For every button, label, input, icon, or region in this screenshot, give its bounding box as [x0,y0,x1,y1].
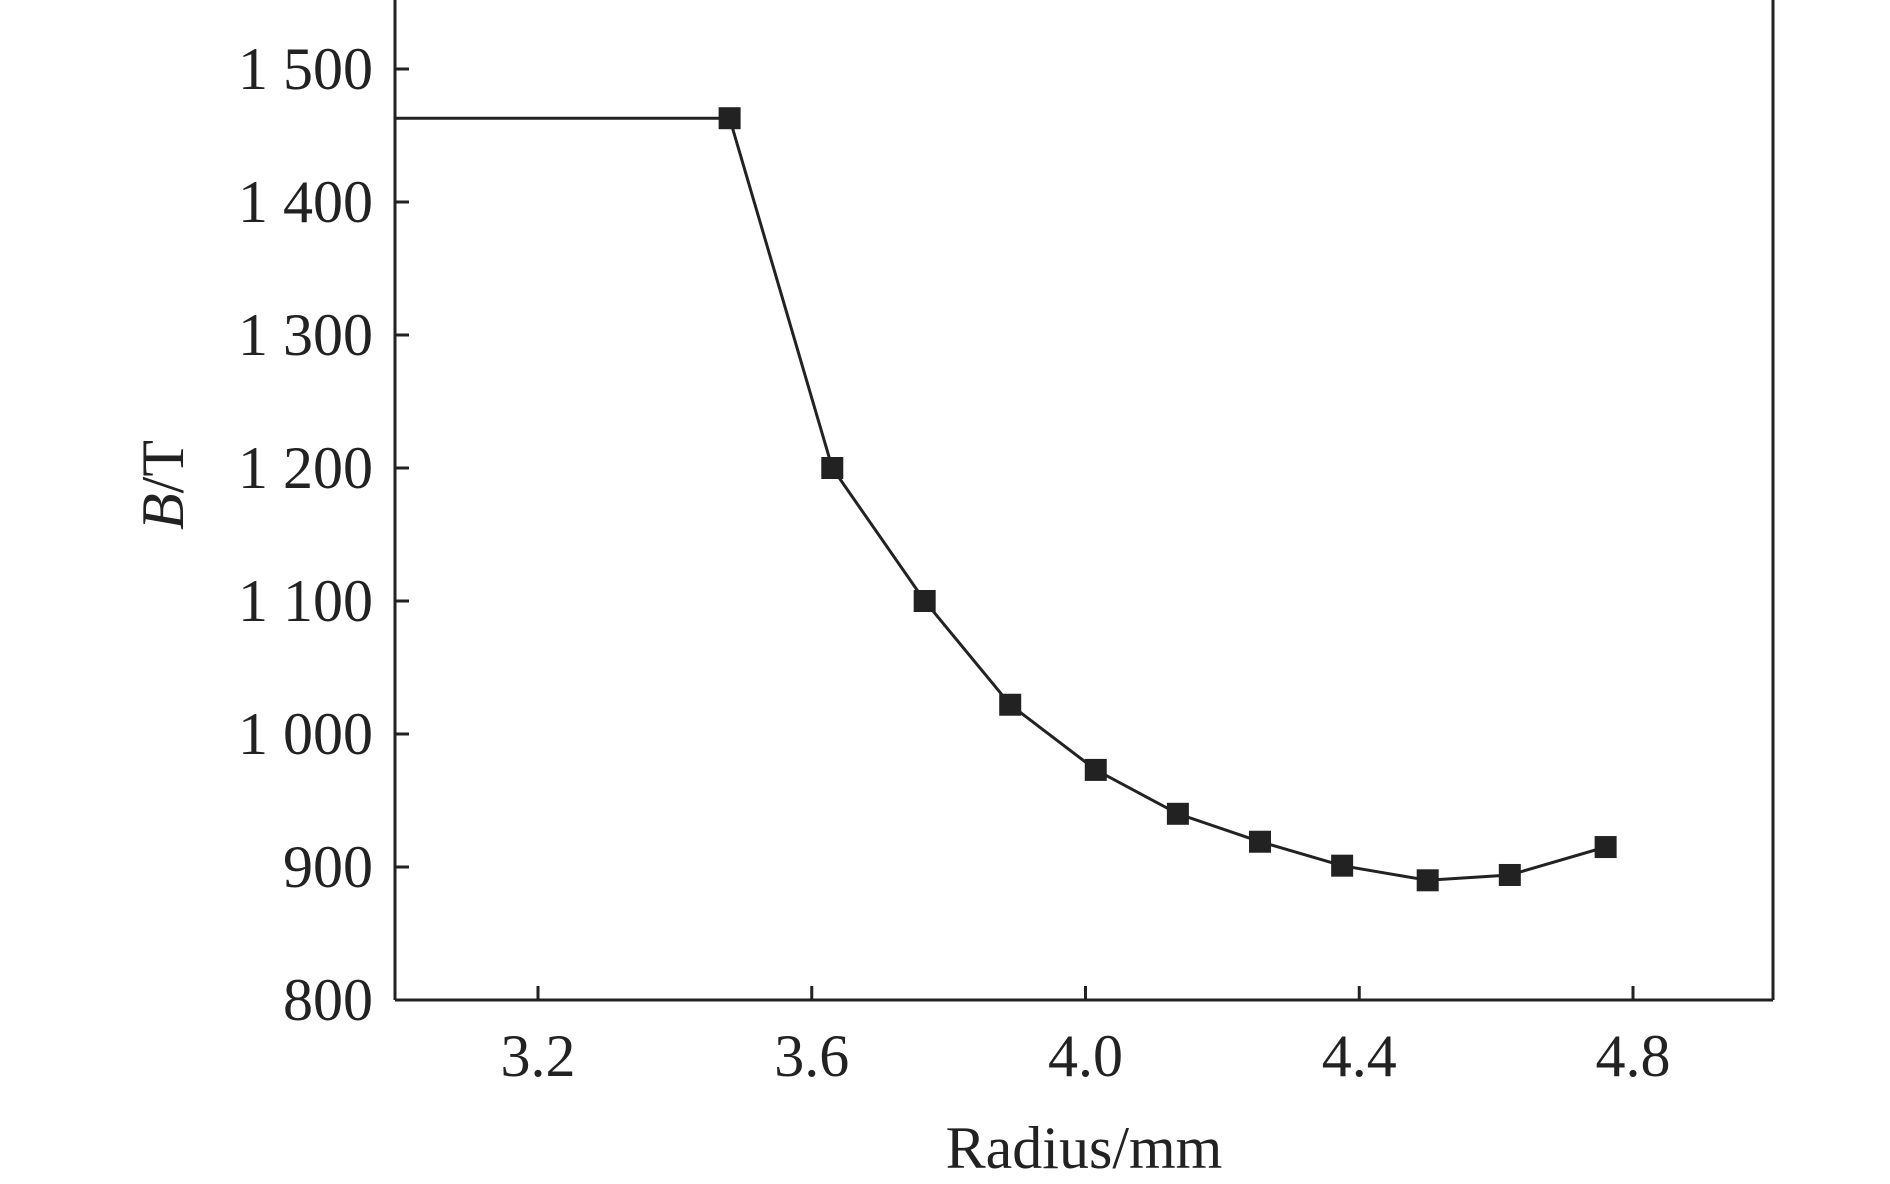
y-axis-ticks: 800 900 1 000 1 100 1 200 1 300 1 400 1 500 [238,36,409,1033]
y-tick-label: 1 300 [238,302,373,368]
data-point-marker [1416,869,1439,892]
y-tick-label: 800 [283,967,373,1033]
x-tick-label: 3.2 [501,1023,576,1089]
y-axis-title-unit: /T [130,440,196,493]
data-point-marker [1084,758,1107,781]
x-tick-label: 4.4 [1322,1023,1397,1089]
y-tick-label: 1 500 [238,36,373,102]
plot-frame [393,0,1775,1002]
data-point-marker [821,457,844,479]
y-tick-label: 900 [283,834,373,900]
y-axis-title: B/T [130,440,196,530]
y-tick-label: 1 200 [238,435,373,501]
y-tick-label: 1 100 [238,568,373,634]
data-point-marker [1249,830,1272,853]
y-axis-title-italic: B [130,493,196,530]
data-point-marker [1594,836,1617,859]
data-point-marker [913,590,936,612]
x-tick-label: 4.8 [1596,1023,1671,1089]
y-tick-label: 1 000 [238,701,373,767]
data-point-marker [1331,854,1354,877]
y-tick-label: 1 400 [238,169,373,235]
data-point-marker [1498,863,1521,886]
x-axis-ticks: 3.2 3.6 4.0 4.4 4.8 [501,986,1671,1089]
x-axis-title: Radius/mm [946,1115,1223,1181]
x-tick-label: 4.0 [1048,1023,1123,1089]
data-point-marker [999,693,1022,716]
data-point-marker [1166,802,1189,825]
series-line [395,116,1607,882]
x-tick-label: 3.6 [774,1023,849,1089]
series-layer [395,107,1617,892]
data-point-marker [718,107,741,130]
